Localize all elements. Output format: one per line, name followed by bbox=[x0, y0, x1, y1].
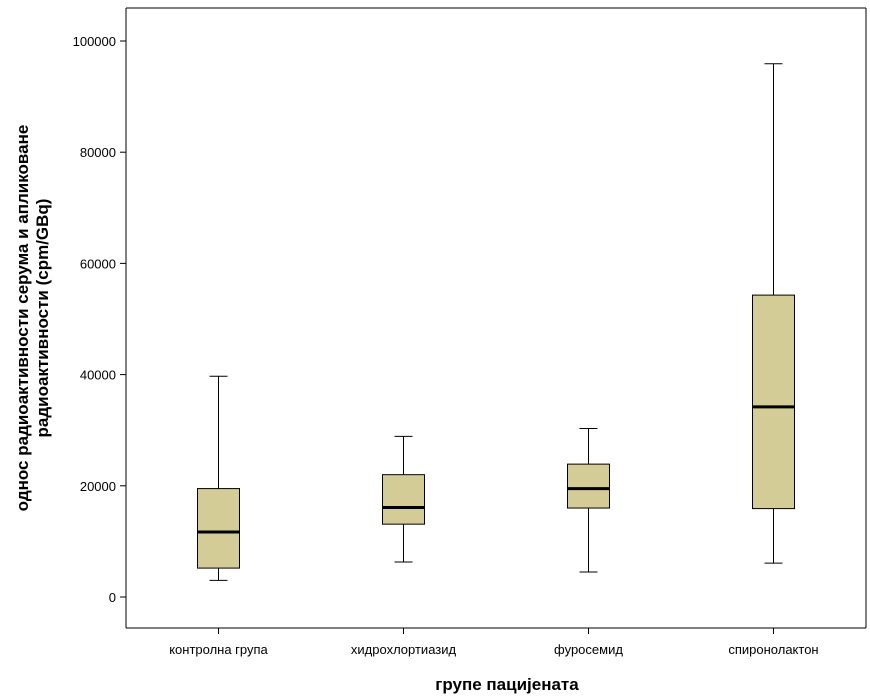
x-axis-title: групе пацијената bbox=[435, 675, 579, 694]
y-tick-label: 80000 bbox=[80, 145, 116, 160]
iqr-box bbox=[752, 294, 795, 510]
boxes bbox=[197, 63, 795, 581]
iqr-box bbox=[382, 474, 425, 525]
y-tick-label: 60000 bbox=[80, 256, 116, 271]
y-axis-title-line-1: однос радиоактивности серума и апликован… bbox=[13, 125, 32, 512]
y-tick-label: 20000 bbox=[80, 479, 116, 494]
y-axis: 0 20000 40000 60000 80000 100000 bbox=[73, 8, 127, 628]
iqr-box bbox=[197, 488, 240, 569]
y-axis-title-line-2: радиоактивности (cpm/GBq) bbox=[33, 199, 52, 438]
x-tick-label: контролна група bbox=[169, 642, 268, 657]
plot-frame bbox=[126, 7, 867, 628]
x-tick-label: хидрохлортиазид bbox=[351, 642, 457, 657]
y-tick-label: 0 bbox=[109, 590, 116, 605]
iqr-box bbox=[567, 463, 610, 509]
box-group bbox=[197, 375, 240, 581]
x-axis: контролна група хидрохлортиазид фуросемид с… bbox=[126, 627, 866, 657]
box-group bbox=[567, 428, 610, 573]
box-group bbox=[752, 63, 795, 564]
box-group bbox=[382, 435, 425, 563]
x-tick-label: спиронолактон bbox=[728, 642, 818, 657]
x-tick-label: фуросемид bbox=[554, 642, 623, 657]
y-tick-label: 100000 bbox=[73, 34, 116, 49]
y-tick-label: 40000 bbox=[80, 368, 116, 383]
